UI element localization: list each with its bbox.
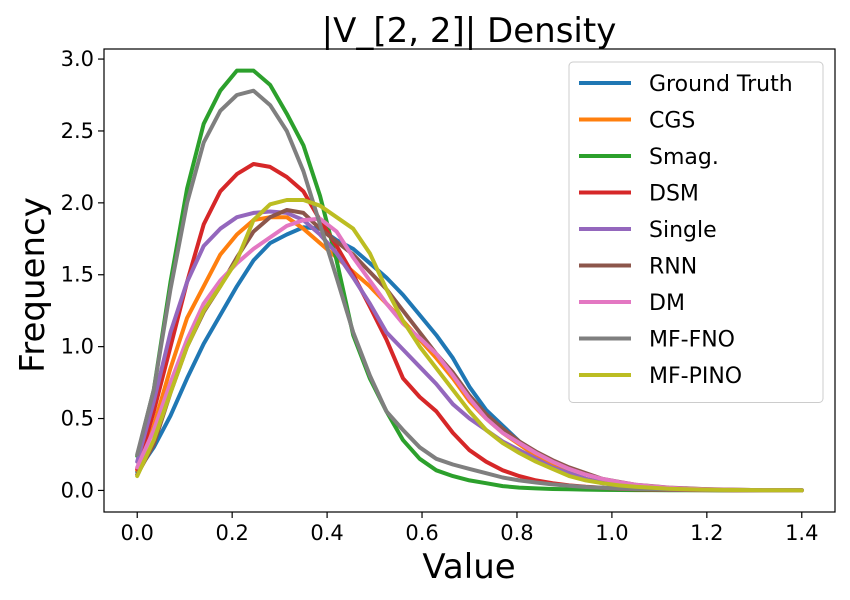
legend-label: DM xyxy=(649,291,685,316)
series-lines xyxy=(135,68,804,493)
legend-box xyxy=(568,61,824,403)
x-tick-label: 0.6 xyxy=(405,521,438,545)
x-tick-label: 0.8 xyxy=(500,521,533,545)
x-tick-label: 1.2 xyxy=(690,521,723,545)
legend-label: MF-FNO xyxy=(649,328,735,353)
legend: Ground Truth CGS Smag. DSM Single RNN DM MF-FNO… xyxy=(568,61,824,403)
x-tick-label: 1.4 xyxy=(785,521,818,545)
y-tick-label: 1.0 xyxy=(61,335,94,359)
chart-title: |V_[2, 2]| Density xyxy=(322,11,617,51)
series-line-mf-pino xyxy=(135,198,804,493)
legend-label: MF-PINO xyxy=(649,364,742,389)
y-tick-label: 1.5 xyxy=(61,263,94,287)
legend-label: DSM xyxy=(649,182,699,207)
legend-label: Single xyxy=(649,218,717,243)
x-axis-ticks: 0.0 0.2 0.4 0.6 0.8 1.0 1.2 1.4 xyxy=(121,512,818,545)
plot-area xyxy=(103,48,836,513)
x-tick-label: 1.0 xyxy=(595,521,628,545)
legend-label: Smag. xyxy=(649,145,719,170)
plot-frame xyxy=(103,48,836,513)
legend-label: CGS xyxy=(649,109,695,134)
x-tick-label: 0.2 xyxy=(215,521,248,545)
legend-label: Ground Truth xyxy=(649,72,793,97)
y-axis-ticks: 0.0 0.5 1.0 1.5 2.0 2.5 3.0 xyxy=(61,47,104,502)
legend-label: RNN xyxy=(649,255,697,280)
x-tick-label: 0.0 xyxy=(121,521,154,545)
y-axis-label: Frequency xyxy=(13,197,53,373)
y-tick-label: 3.0 xyxy=(61,47,94,71)
y-tick-label: 0.5 xyxy=(61,407,94,431)
y-tick-label: 2.5 xyxy=(61,119,94,143)
y-tick-label: 2.0 xyxy=(61,191,94,215)
x-axis-label: Value xyxy=(422,547,515,587)
y-tick-label: 0.0 xyxy=(61,478,94,502)
x-tick-label: 0.4 xyxy=(310,521,343,545)
